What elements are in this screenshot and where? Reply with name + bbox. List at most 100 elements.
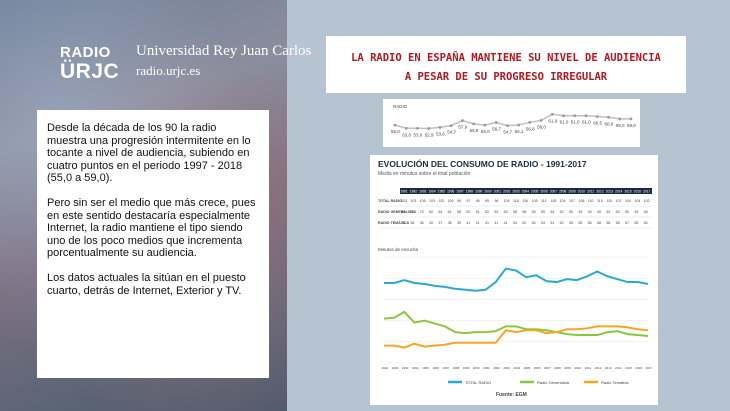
- table-cell: 55: [634, 221, 638, 225]
- table-cell: 104: [634, 199, 640, 203]
- table-year: 2000: [485, 190, 492, 194]
- table-cell: 54: [541, 221, 545, 225]
- table-cell: 58: [513, 210, 517, 214]
- logo-radio-text: RADIO: [60, 44, 111, 61]
- strip-point: [404, 126, 408, 130]
- table-year: 2011: [587, 190, 594, 194]
- table-cell: 102: [644, 199, 650, 203]
- table-cell: 111: [541, 199, 546, 203]
- table-cell: 103: [429, 199, 435, 203]
- table-cell: 106: [420, 199, 426, 203]
- table-cell: 116: [522, 199, 528, 203]
- strip-point: [595, 115, 599, 118]
- table-cell: 39: [457, 221, 461, 225]
- strip-value-label: 57,9: [458, 125, 467, 130]
- table-cell: 38: [401, 221, 405, 225]
- table-cell: 104: [504, 199, 510, 203]
- strip-point: [528, 120, 532, 124]
- table-year: 1993: [419, 190, 426, 194]
- table-year: 2008: [559, 190, 566, 194]
- table-year: 2007: [550, 190, 557, 194]
- table-year: 1992: [410, 190, 417, 194]
- x-tick-label: 1998: [453, 366, 460, 370]
- consumption-chart: EVOLUCIÓN DEL CONSUMO DE RADIO - 1991-20…: [370, 155, 658, 405]
- strip-value-label: 56,8: [526, 126, 535, 131]
- table-cell: 52: [606, 210, 610, 214]
- table-cell: 54: [644, 221, 648, 225]
- table-cell: 53: [616, 210, 620, 214]
- table-cell: 67: [410, 210, 414, 214]
- legend-label: TOTAL RADIO: [465, 380, 491, 385]
- x-tick-label: 2003: [503, 366, 510, 370]
- table-year: 1996: [447, 190, 454, 194]
- strip-value-label: 61,0: [571, 120, 580, 125]
- strip-value-label: 58,0: [537, 124, 546, 129]
- table-year: 2017: [643, 190, 650, 194]
- strip-value-label: 61,9: [548, 118, 557, 123]
- table-cell: 58: [597, 221, 601, 225]
- table-cell: 49: [597, 210, 601, 214]
- strip-point: [427, 127, 431, 130]
- table-cell: 103: [410, 199, 416, 203]
- table-header-bar: [400, 188, 652, 194]
- strip-point: [438, 125, 442, 129]
- strip-value-label: 54,7: [503, 130, 512, 135]
- strip-point: [449, 124, 453, 128]
- strip-value-label: 53,0: [402, 132, 411, 137]
- table-year: 2004: [522, 190, 529, 194]
- strip-value-label: 53,0: [413, 132, 422, 137]
- table-year: 2006: [541, 190, 548, 194]
- table-cell: 50: [569, 210, 573, 214]
- strip-value-label: 59,0: [616, 123, 625, 128]
- x-tick-label: 2006: [534, 366, 541, 370]
- table-cell: 48: [644, 210, 648, 214]
- table-cell: 50: [625, 210, 629, 214]
- series-line: [383, 310, 649, 338]
- strip-point: [618, 117, 622, 121]
- x-tick-label: 2017: [646, 366, 653, 370]
- table-year: 1999: [475, 190, 482, 194]
- paragraph-1: Desde la década de los 90 la radio muest…: [47, 122, 251, 185]
- x-tick-label: 1993: [402, 366, 409, 370]
- table-cell: 95: [485, 199, 489, 203]
- strip-value-label: 52,9: [425, 132, 434, 137]
- table-cell: 102: [438, 199, 444, 203]
- x-tick-label: 1995: [422, 366, 429, 370]
- x-tick-label: 2000: [473, 366, 480, 370]
- table-cell: 96: [494, 199, 498, 203]
- strip-point: [494, 121, 498, 124]
- strip-point: [629, 117, 633, 121]
- x-tick-label: 2016: [635, 366, 642, 370]
- table-cell: 52: [560, 221, 564, 225]
- strip-value-label: 61,0: [560, 120, 569, 125]
- strip-value-label: 60,5: [593, 121, 602, 126]
- table-year: 2003: [513, 190, 520, 194]
- table-cell: 110: [588, 199, 594, 203]
- table-cell: 41: [494, 221, 498, 225]
- strip-point: [562, 114, 565, 118]
- table-row-label: RADIO TEMÁTICA: [378, 220, 410, 225]
- table-cell: 52: [466, 210, 470, 214]
- table-cell: 51: [476, 210, 480, 214]
- paragraph-3: Los datos actuales la sitúan en el puest…: [47, 271, 246, 297]
- table-year: 2015: [625, 190, 632, 194]
- table-year: 2016: [634, 190, 641, 194]
- strip-value-label: 61,0: [582, 120, 591, 125]
- x-tick-label: 2007: [544, 366, 551, 370]
- strip-point: [416, 126, 419, 130]
- x-tick-label: 2010: [574, 366, 581, 370]
- strip-value-label: 59,0: [627, 123, 636, 128]
- strip-point: [505, 124, 509, 128]
- strip-value-label: 54,7: [447, 130, 456, 135]
- radio-urjc-logo: RADIO ÜRJC: [60, 40, 119, 88]
- x-tick-label: 1999: [463, 366, 470, 370]
- headline-box: LA RADIO EN ESPAÑA MANTIENE SU NIVEL DE …: [326, 36, 686, 93]
- x-tick-label: 1996: [432, 366, 439, 370]
- strip-value-label: 56,7: [492, 126, 501, 131]
- table-cell: 52: [494, 210, 498, 214]
- x-tick-label: 2011: [585, 366, 592, 370]
- x-tick-label: 2014: [615, 366, 622, 370]
- strip-value-label: 55,1: [515, 129, 524, 134]
- x-tick-label: 1994: [412, 366, 419, 370]
- table-cell: 58: [606, 221, 610, 225]
